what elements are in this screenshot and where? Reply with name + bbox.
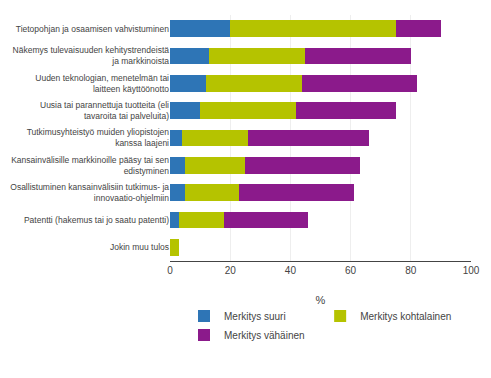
svg-text:Tutkimusyhteistyö muiden yliop: Tutkimusyhteistyö muiden yliopistojenkan… — [27, 127, 170, 148]
svg-text:40: 40 — [285, 265, 297, 276]
svg-text:100: 100 — [463, 265, 480, 276]
svg-text:Patentti (hakemus tai jo saatu: Patentti (hakemus tai jo saatu patentti) — [24, 215, 169, 225]
svg-text:Osallistuminen kansainvälisiin: Osallistuminen kansainvälisiin tutkimus-… — [10, 182, 169, 203]
svg-text:Tietopohjan ja osaamisen vahvi: Tietopohjan ja osaamisen vahvistuminen — [16, 24, 170, 34]
svg-text:80: 80 — [405, 265, 417, 276]
svg-text:0: 0 — [167, 265, 173, 276]
svg-text:60: 60 — [345, 265, 357, 276]
svg-text:Merkitys kohtalainen: Merkitys kohtalainen — [360, 311, 451, 322]
svg-text:Jokin muu tulos: Jokin muu tulos — [110, 242, 169, 252]
svg-text:Merkitys suuri: Merkitys suuri — [224, 311, 286, 322]
svg-text:Merkitys vähäinen: Merkitys vähäinen — [224, 330, 305, 341]
svg-text:Kansainvälisille markkinoille: Kansainvälisille markkinoille pääsy tai … — [11, 155, 169, 176]
svg-text:Näkemys tulevaisuuden kehityst: Näkemys tulevaisuuden kehitystrendeistäj… — [13, 45, 170, 66]
svg-text:Uusia tai parannettuja tuottei: Uusia tai parannettuja tuotteita (elitav… — [40, 100, 169, 121]
svg-text:Uuden teknologian, menetelmän: Uuden teknologian, menetelmän tailaittee… — [35, 73, 169, 94]
svg-text:20: 20 — [225, 265, 237, 276]
svg-text:%: % — [316, 294, 326, 306]
